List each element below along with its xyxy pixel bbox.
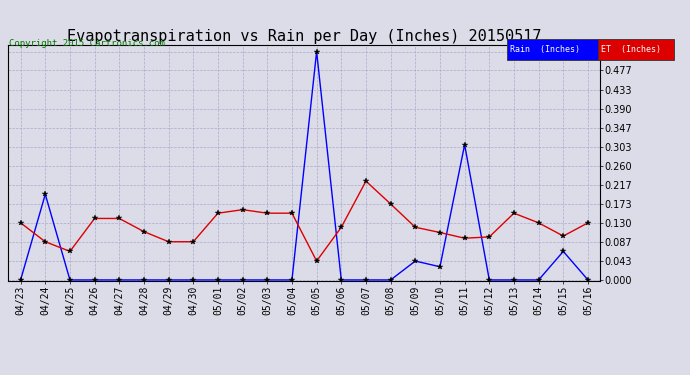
Text: ET  (Inches): ET (Inches) [601, 45, 661, 54]
Title: Evapotranspiration vs Rain per Day (Inches) 20150517: Evapotranspiration vs Rain per Day (Inch… [67, 29, 542, 44]
Text: Rain  (Inches): Rain (Inches) [510, 45, 580, 54]
Text: Copyright 2015 Cartronics.com: Copyright 2015 Cartronics.com [9, 39, 165, 48]
